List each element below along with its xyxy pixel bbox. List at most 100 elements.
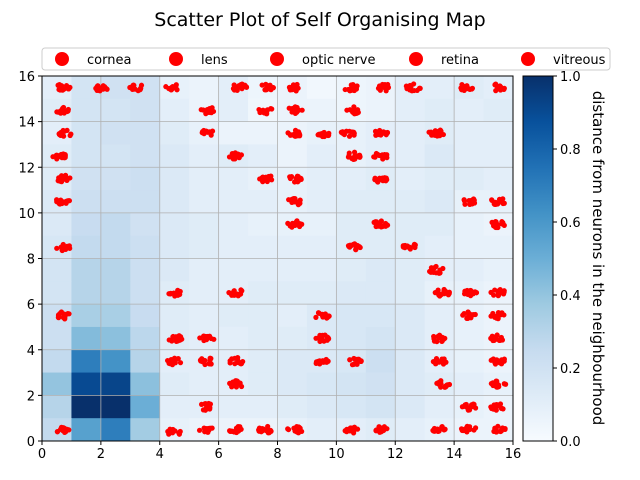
heatmap-cell — [306, 372, 337, 396]
heatmap-cell — [306, 76, 337, 100]
scatter-point — [446, 289, 452, 295]
heatmap-cell — [483, 144, 514, 168]
heatmap-cell — [189, 281, 220, 305]
scatter-point — [294, 429, 300, 435]
scatter-point — [470, 197, 476, 203]
scatter-point — [324, 313, 330, 319]
heatmap-cell — [130, 235, 161, 259]
heatmap-cell — [159, 98, 190, 123]
heatmap-cell — [336, 167, 367, 191]
colorbar-tick-label: 0.8 — [560, 143, 581, 158]
heatmap-cell — [277, 304, 308, 328]
scatter-point — [321, 133, 327, 140]
heatmap-cell — [336, 395, 367, 419]
heatmap-cell — [424, 212, 455, 237]
heatmap-cell — [130, 212, 161, 237]
heatmap-cell — [100, 281, 131, 305]
scatter-point — [67, 175, 73, 181]
scatter-point — [138, 82, 145, 88]
scatter-point — [61, 155, 68, 161]
heatmap-cell — [483, 258, 514, 282]
heatmap-cell — [277, 395, 308, 419]
scatter-point — [291, 83, 297, 89]
heatmap-cell — [395, 212, 426, 237]
colorbar-axis: 0.0 0.2 0.4 0.6 0.8 1.0 — [553, 70, 581, 450]
heatmap-cell — [218, 304, 249, 328]
scatter-point — [432, 132, 438, 138]
scatter-point — [440, 131, 446, 138]
heatmap-cell — [42, 372, 72, 396]
scatter-point — [372, 154, 378, 160]
scatter-point — [63, 200, 69, 206]
scatter-point — [325, 358, 331, 364]
scatter-point — [373, 427, 379, 434]
scatter-point — [465, 311, 472, 317]
scatter-point — [294, 109, 300, 115]
heatmap-cell — [100, 98, 131, 123]
scatter-point — [166, 431, 172, 437]
heatmap-cell — [42, 281, 72, 305]
scatter-points — [50, 81, 509, 437]
heatmap-cell — [365, 395, 396, 419]
scatter-point — [430, 428, 437, 434]
heatmap-cell — [42, 212, 72, 237]
heatmap-cell — [218, 167, 249, 191]
scatter-point — [493, 334, 499, 340]
scatter-point — [342, 86, 348, 93]
heatmap-cell — [306, 418, 337, 442]
heatmap-cell — [306, 167, 337, 191]
heatmap-cell — [277, 281, 308, 305]
scatter-point — [372, 128, 379, 134]
scatter-point — [461, 291, 468, 297]
heatmap-cell — [159, 167, 190, 191]
scatter-point — [436, 270, 442, 276]
legend-label: lens — [201, 53, 228, 68]
scatter-point — [382, 175, 388, 181]
scatter-point — [489, 219, 495, 225]
scatter-point — [169, 338, 175, 344]
legend: cornea lens optic nerve retina vitreous — [55, 52, 606, 68]
y-axis: 0 2 4 6 8 10 12 14 16 — [18, 70, 42, 450]
scatter-point — [488, 404, 494, 410]
heatmap-cell — [159, 190, 190, 214]
heatmap-cell — [248, 395, 278, 419]
heatmap-cell — [100, 326, 131, 351]
heatmap-cell — [248, 121, 278, 145]
heatmap-cell — [365, 281, 396, 305]
scatter-point — [57, 178, 63, 184]
colorbar-tick-label: 0.2 — [560, 362, 581, 377]
heatmap-cell — [130, 76, 161, 100]
heatmap-cell — [248, 304, 278, 328]
scatter-point — [381, 84, 387, 90]
scatter-point — [202, 361, 208, 368]
scatter-point — [347, 357, 353, 363]
scatter-point — [317, 332, 323, 338]
scatter-point — [431, 333, 437, 340]
heatmap-cell — [306, 281, 337, 305]
scatter-point — [135, 88, 141, 94]
x-tick-label: 10 — [328, 447, 345, 462]
colorbar-tick-label: 0.4 — [560, 289, 581, 304]
heatmap-cell — [395, 121, 426, 145]
scatter-point — [492, 82, 498, 88]
heatmap-cell — [189, 235, 220, 259]
scatter-point — [270, 85, 276, 91]
heatmap-cell — [424, 76, 455, 100]
scatter-point — [260, 428, 266, 434]
scatter-point — [411, 243, 417, 249]
y-tick-label: 8 — [27, 253, 35, 268]
scatter-point — [492, 287, 498, 293]
heatmap-cell — [248, 281, 278, 305]
heatmap-cell — [218, 326, 249, 351]
heatmap-cell — [365, 326, 396, 351]
scatter-point — [351, 424, 358, 430]
heatmap-cell — [306, 258, 337, 282]
scatter-point — [351, 107, 358, 113]
scatter-point — [265, 423, 271, 430]
heatmap-cell — [71, 349, 102, 374]
heatmap-cell — [100, 349, 131, 374]
scatter-point — [320, 359, 327, 365]
heatmap-cell — [100, 304, 131, 328]
scatter-point — [238, 360, 244, 366]
